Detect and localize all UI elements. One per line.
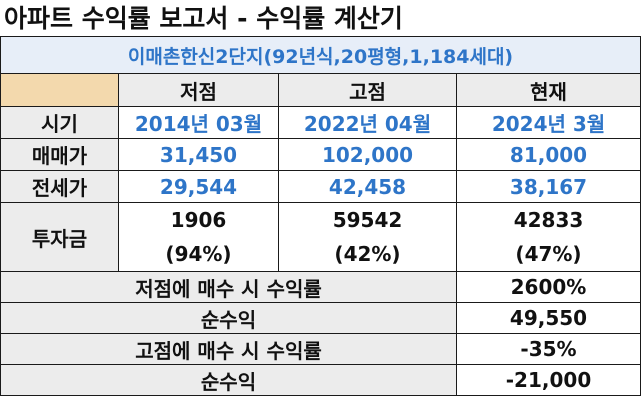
sale-price-label[interactable]: 매매가 — [0, 138, 119, 171]
sale-price-high[interactable]: 102,000 — [278, 138, 457, 171]
low-buy-net-profit-value[interactable]: 49,550 — [456, 302, 641, 334]
investment-ratio-high[interactable]: (42%) — [278, 237, 457, 272]
high-buy-return-label[interactable]: 고점에 매수 시 수익률 — [0, 333, 457, 365]
profit-table: 이매촌한신2단지(92년식,20평형,1,184세대) 저점 고점 현재 시기 … — [0, 36, 641, 396]
jeonse-price-high[interactable]: 42,458 — [278, 170, 457, 203]
period-high[interactable]: 2022년 04월 — [278, 106, 457, 139]
period-current[interactable]: 2024년 3월 — [456, 106, 641, 139]
sale-price-low[interactable]: 31,450 — [118, 138, 279, 171]
header-current[interactable]: 현재 — [456, 73, 641, 107]
low-buy-net-profit-label[interactable]: 순수익 — [0, 302, 457, 334]
header-high[interactable]: 고점 — [278, 73, 457, 107]
apartment-info[interactable]: 이매촌한신2단지(92년식,20평형,1,184세대) — [0, 36, 641, 74]
period-low[interactable]: 2014년 03월 — [118, 106, 279, 139]
jeonse-price-low[interactable]: 29,544 — [118, 170, 279, 203]
investment-ratio-low[interactable]: (94%) — [118, 237, 279, 272]
low-buy-return-value[interactable]: 2600% — [456, 271, 641, 303]
high-buy-net-profit-value[interactable]: -21,000 — [456, 364, 641, 396]
investment-current[interactable]: 42833 — [456, 202, 641, 237]
period-label[interactable]: 시기 — [0, 106, 119, 139]
jeonse-price-label[interactable]: 전세가 — [0, 170, 119, 203]
investment-ratio-current[interactable]: (47%) — [456, 237, 641, 272]
high-buy-return-value[interactable]: -35% — [456, 333, 641, 365]
investment-low[interactable]: 1906 — [118, 202, 279, 237]
header-low[interactable]: 저점 — [118, 73, 279, 107]
sale-price-current[interactable]: 81,000 — [456, 138, 641, 171]
investment-high[interactable]: 59542 — [278, 202, 457, 237]
low-buy-return-label[interactable]: 저점에 매수 시 수익률 — [0, 271, 457, 303]
report-title: 아파트 수익률 보고서 - 수익률 계산기 — [4, 4, 403, 33]
investment-label[interactable]: 투자금 — [0, 202, 119, 272]
corner-cell[interactable] — [0, 73, 119, 107]
high-buy-net-profit-label[interactable]: 순수익 — [0, 364, 457, 396]
jeonse-price-current[interactable]: 38,167 — [456, 170, 641, 203]
